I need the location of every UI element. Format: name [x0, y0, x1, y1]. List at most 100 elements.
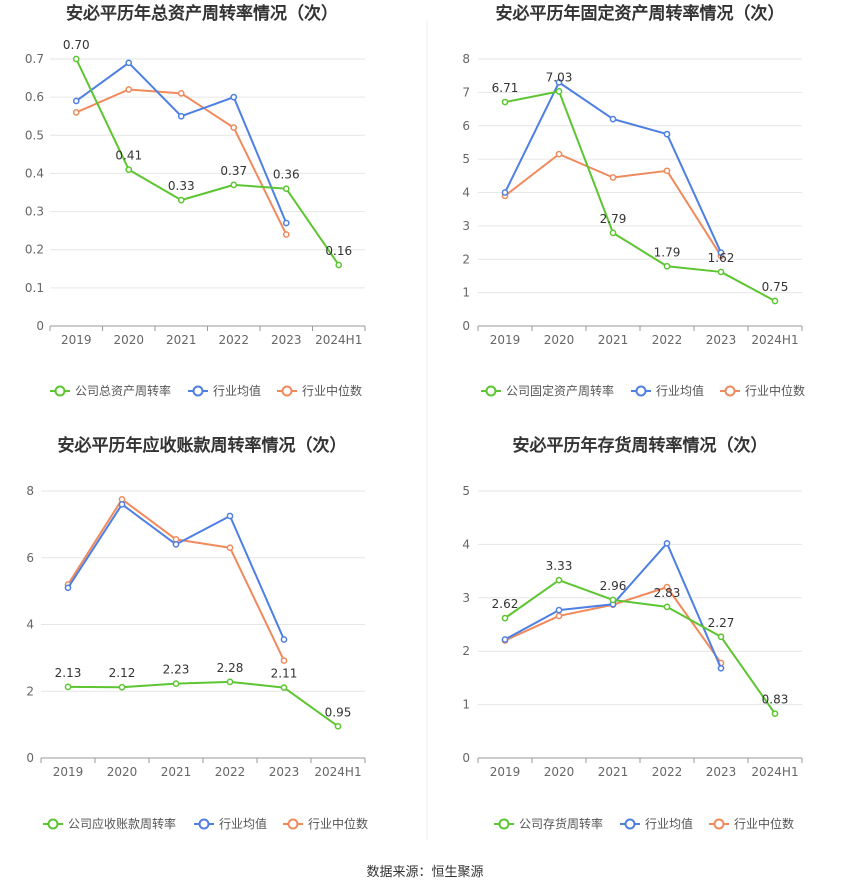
y-tick-label: 2 — [26, 684, 34, 698]
x-tick-label: 2023 — [706, 765, 737, 779]
data-label: 0.37 — [220, 164, 247, 178]
legend-item[interactable]: 公司应收账款周转率 — [43, 816, 176, 831]
y-tick-label: 4 — [462, 186, 470, 200]
data-point — [118, 683, 126, 691]
y-tick-label: 0.1 — [25, 281, 44, 295]
legend-marker — [713, 818, 725, 830]
y-tick-label: 8 — [26, 484, 34, 498]
data-point — [663, 262, 671, 270]
x-tick-label: 2019 — [53, 765, 84, 779]
data-point — [64, 584, 72, 592]
x-tick-label: 2020 — [113, 333, 144, 347]
data-point — [334, 722, 342, 730]
legend-label: 行业均值 — [656, 383, 704, 398]
y-tick-label: 0 — [36, 319, 44, 333]
data-label: 0.75 — [762, 280, 789, 294]
legend-label: 行业中位数 — [745, 383, 805, 398]
data-point — [177, 196, 185, 204]
data-label: 6.71 — [492, 81, 519, 95]
data-point — [717, 268, 725, 276]
legend-item[interactable]: 公司固定资产周转率 — [481, 383, 614, 398]
data-point — [555, 576, 563, 584]
x-tick-label: 2019 — [490, 765, 521, 779]
data-point — [280, 684, 288, 691]
data-label: 2.62 — [492, 597, 519, 611]
y-tick-label: 3 — [462, 219, 470, 233]
x-tick-label: 2021 — [598, 765, 629, 779]
legend-item[interactable]: 公司总资产周转率 — [50, 383, 171, 398]
legend-label: 公司应收账款周转率 — [68, 816, 176, 831]
data-point — [125, 86, 133, 93]
y-tick-label: 0.4 — [25, 166, 44, 180]
x-tick-label: 2023 — [706, 333, 737, 347]
data-point — [72, 109, 80, 116]
data-point — [335, 261, 343, 269]
y-tick-label: 7 — [462, 85, 470, 99]
data-point — [717, 633, 725, 641]
x-tick-label: 2019 — [61, 333, 92, 347]
data-point — [717, 249, 725, 256]
data-point — [282, 185, 290, 193]
legend-item[interactable]: 行业中位数 — [277, 383, 362, 398]
x-tick-label: 2022 — [215, 765, 246, 779]
x-tick-label: 2023 — [269, 765, 300, 779]
legend-item[interactable]: 行业中位数 — [283, 816, 368, 831]
data-label: 2.83 — [654, 586, 681, 600]
legend-item[interactable]: 行业均值 — [188, 383, 261, 398]
chart-panel-2: 安必平历年固定资产周转率情况（次） 0 1 2 3 4 5 6 7 8 2019 2020 2021 20… — [462, 3, 805, 398]
y-tick-label: 6 — [26, 551, 34, 565]
data-point — [501, 98, 509, 106]
data-label: 2.11 — [271, 667, 298, 681]
data-label: 2.13 — [55, 666, 82, 680]
data-point — [501, 636, 509, 643]
y-tick-label: 5 — [462, 484, 470, 498]
chart-title: 安必平历年存货周转率情况（次） — [513, 435, 768, 456]
legend-item[interactable]: 行业均值 — [631, 383, 704, 398]
data-point — [177, 112, 185, 120]
legend-item[interactable]: 行业中位数 — [720, 383, 805, 398]
x-tick-label: 2022 — [218, 333, 249, 347]
x-tick-label: 2024H1 — [314, 765, 361, 779]
series-line-industry-median — [504, 153, 722, 257]
x-tick-label: 2023 — [271, 333, 302, 347]
data-label: 0.16 — [325, 244, 352, 258]
data-point — [663, 603, 671, 611]
x-tick-label: 2019 — [490, 333, 521, 347]
data-point — [609, 596, 617, 604]
series-line-industry-median — [67, 498, 285, 661]
legend-marker — [724, 385, 736, 397]
y-tick-label: 0.2 — [25, 243, 44, 257]
legend-label: 行业均值 — [213, 383, 261, 398]
data-point — [609, 174, 617, 181]
data-point — [230, 93, 238, 101]
data-label: 0.36 — [273, 168, 300, 182]
legend-marker — [54, 385, 66, 397]
legend-item[interactable]: 行业均值 — [620, 816, 693, 831]
data-point — [72, 55, 80, 63]
y-tick-label: 0 — [462, 751, 470, 765]
legend-marker — [198, 818, 210, 830]
legend-item[interactable]: 行业中位数 — [709, 816, 794, 831]
y-tick-label: 0.3 — [25, 205, 44, 219]
data-point — [280, 657, 288, 664]
y-tick-label: 1 — [462, 698, 470, 712]
series-line-industry-median — [75, 88, 288, 235]
legend-label: 公司固定资产周转率 — [506, 383, 614, 398]
series-line-company — [67, 680, 339, 728]
x-tick-label: 2022 — [652, 765, 683, 779]
data-point — [771, 297, 779, 305]
x-tick-label: 2024H1 — [751, 333, 798, 347]
legend-item[interactable]: 行业均值 — [194, 816, 267, 831]
x-tick-label: 2021 — [598, 333, 629, 347]
data-label: 2.96 — [600, 579, 627, 593]
x-tick-label: 2022 — [652, 333, 683, 347]
series-line-company — [75, 58, 340, 266]
data-point — [125, 166, 133, 173]
legend-label: 公司存货周转率 — [519, 816, 603, 831]
legend-marker — [498, 818, 510, 830]
data-point — [226, 544, 234, 552]
legend-item[interactable]: 公司存货周转率 — [494, 816, 603, 831]
legend-label: 行业中位数 — [302, 383, 362, 398]
y-tick-label: 5 — [462, 152, 470, 166]
data-label: 3.33 — [546, 559, 573, 573]
